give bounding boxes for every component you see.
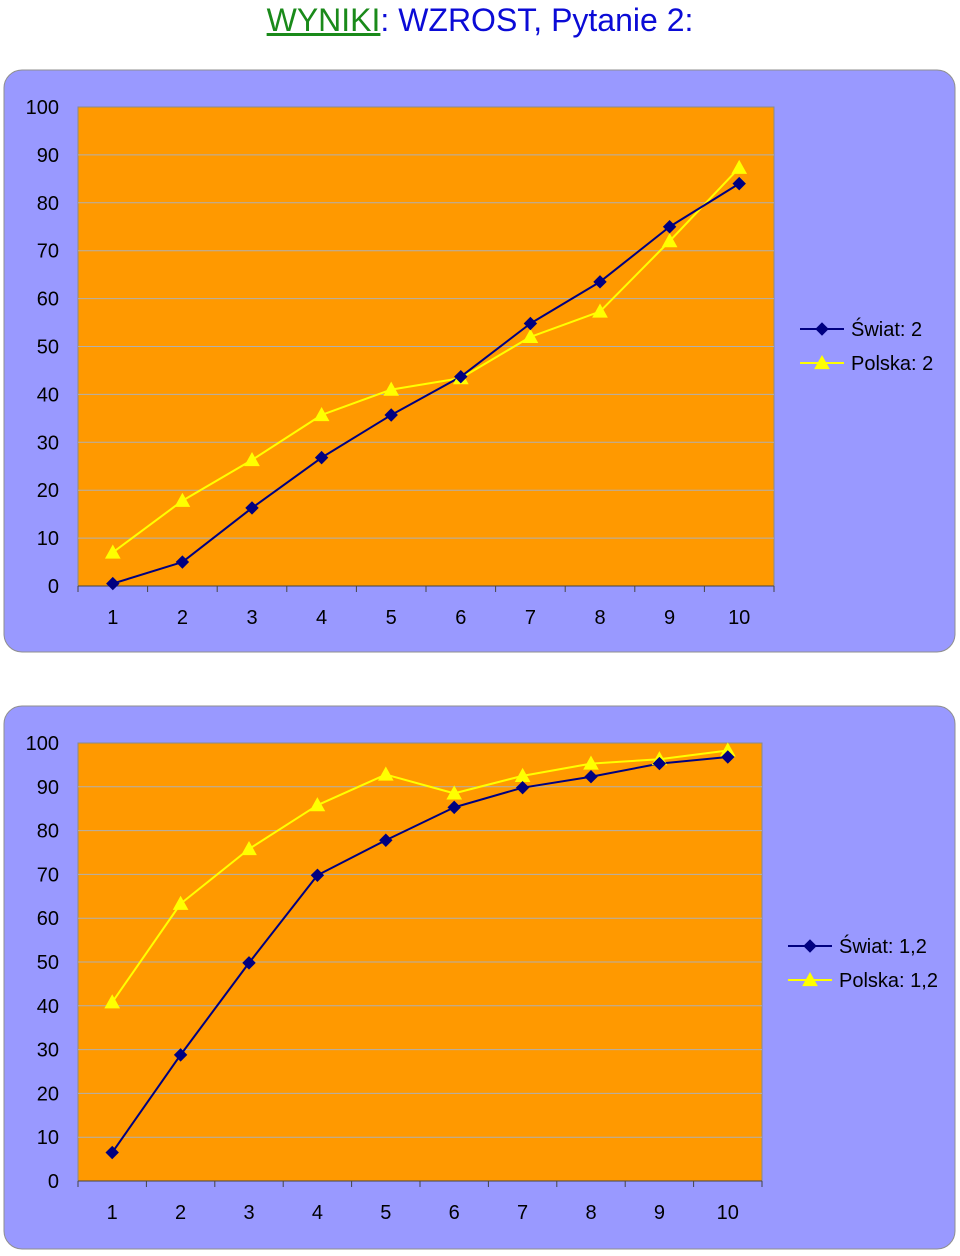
data-point-world: [310, 868, 325, 882]
legend-label-world: Świat: 1,2: [839, 934, 927, 958]
legend-triangle-icon: [802, 971, 818, 987]
data-point-poland: [241, 840, 257, 856]
series-line-poland: [111, 749, 728, 1003]
y-tick-label: 100: [26, 97, 59, 119]
data-point-world: [173, 1048, 188, 1062]
x-tick-label: 4: [312, 1202, 323, 1224]
x-tick-label: 8: [585, 1202, 596, 1224]
data-point-world: [593, 275, 607, 289]
data-point-world: [447, 800, 461, 815]
data-point-world: [721, 750, 735, 764]
x-tick-label: 9: [654, 1202, 665, 1224]
y-tick-label: 40: [37, 384, 59, 406]
x-tick-label: 2: [177, 607, 188, 629]
data-point-poland: [522, 328, 539, 344]
legend-diamond-icon: [803, 939, 817, 953]
y-tick-label: 50: [37, 337, 59, 359]
data-point-poland: [446, 785, 463, 800]
y-tick-label: 60: [37, 908, 59, 930]
x-tick-label: 6: [449, 1202, 460, 1224]
title-results-word: WYNIKI: [266, 2, 381, 38]
data-point-world: [515, 780, 530, 795]
series-line-poland: [112, 167, 740, 554]
x-tick-label: 7: [517, 1202, 528, 1224]
data-point-world: [523, 316, 538, 331]
y-tick-label: 60: [37, 289, 59, 311]
y-tick-label: 90: [37, 777, 59, 799]
x-tick-label: 1: [107, 1202, 118, 1224]
data-point-poland: [174, 492, 191, 507]
y-tick-label: 50: [37, 952, 59, 974]
y-tick-label: 10: [37, 1127, 59, 1149]
data-point-world: [314, 450, 329, 465]
data-point-world: [175, 555, 190, 569]
data-point-world: [384, 408, 398, 422]
x-tick-label: 5: [380, 1202, 391, 1224]
chart-growth-question-1-2: 0 10 20 30 40 50 60 70 80 90 100 1 2 3 4 5 6 7 8 9 10 Świat: …: [3, 705, 956, 1250]
data-point-poland: [583, 755, 599, 770]
y-tick-label: 90: [37, 145, 59, 167]
data-point-world: [379, 833, 393, 847]
data-point-poland: [731, 159, 748, 174]
data-point-poland: [377, 766, 394, 781]
x-tick-label: 5: [386, 607, 397, 629]
x-tick-label: 4: [316, 607, 327, 629]
y-tick-label: 0: [48, 576, 59, 598]
y-tick-label: 30: [37, 432, 59, 454]
data-point-world: [242, 956, 256, 970]
legend-label-poland: Polska: 1,2: [839, 970, 938, 992]
y-tick-label: 20: [37, 1083, 59, 1105]
y-tick-label: 100: [26, 733, 59, 755]
data-point-world: [732, 176, 746, 191]
y-tick-label: 0: [48, 1171, 59, 1193]
data-point-poland: [104, 544, 121, 559]
y-tick-label: 20: [37, 480, 59, 502]
x-tick-label: 3: [243, 1202, 254, 1224]
y-tick-label: 70: [37, 241, 59, 263]
data-point-world: [662, 220, 677, 234]
page-title: WYNIKI: WZROST, Pytanie 2:: [0, 0, 960, 40]
data-point-poland: [104, 994, 121, 1009]
data-point-poland: [244, 451, 260, 467]
data-point-world: [245, 501, 259, 515]
legend-label-world: Świat: 2: [851, 317, 922, 341]
series-line-world: [111, 756, 728, 1154]
x-tick-label: 7: [525, 607, 536, 629]
data-point-world: [584, 770, 598, 784]
x-tick-label: 3: [246, 607, 257, 629]
x-tick-label: 8: [594, 607, 605, 629]
data-point-world: [454, 369, 468, 384]
x-tick-label: 10: [728, 607, 750, 629]
data-point-poland: [661, 233, 678, 248]
legend-label-poland: Polska: 2: [851, 353, 933, 375]
data-point-poland: [313, 406, 330, 422]
y-tick-label: 80: [37, 193, 59, 215]
x-tick-label: 1: [107, 607, 118, 629]
data-point-poland: [592, 303, 608, 318]
legend-diamond-icon: [815, 322, 829, 336]
y-tick-label: 30: [37, 1040, 59, 1062]
data-point-world: [652, 756, 667, 771]
y-tick-label: 80: [37, 821, 59, 843]
chart-growth-question-2: 0 10 20 30 40 50 60 70 80 90 100 1 2 3 4 5 6 7 8 9 10 Świat: …: [3, 69, 956, 653]
y-tick-label: 40: [37, 996, 59, 1018]
y-tick-label: 70: [37, 864, 59, 886]
x-tick-label: 10: [717, 1202, 739, 1224]
data-point-poland: [309, 797, 326, 812]
data-point-poland: [383, 381, 400, 396]
data-point-world: [105, 1145, 119, 1160]
x-tick-label: 6: [455, 607, 466, 629]
y-tick-label: 10: [37, 528, 59, 550]
series-line-world: [112, 182, 740, 585]
title-rest: : WZROST, Pytanie 2:: [380, 2, 694, 38]
legend-triangle-icon: [814, 354, 830, 370]
x-tick-label: 2: [175, 1202, 186, 1224]
x-tick-label: 9: [664, 607, 675, 629]
data-point-world: [106, 576, 120, 591]
data-point-poland: [172, 895, 189, 910]
